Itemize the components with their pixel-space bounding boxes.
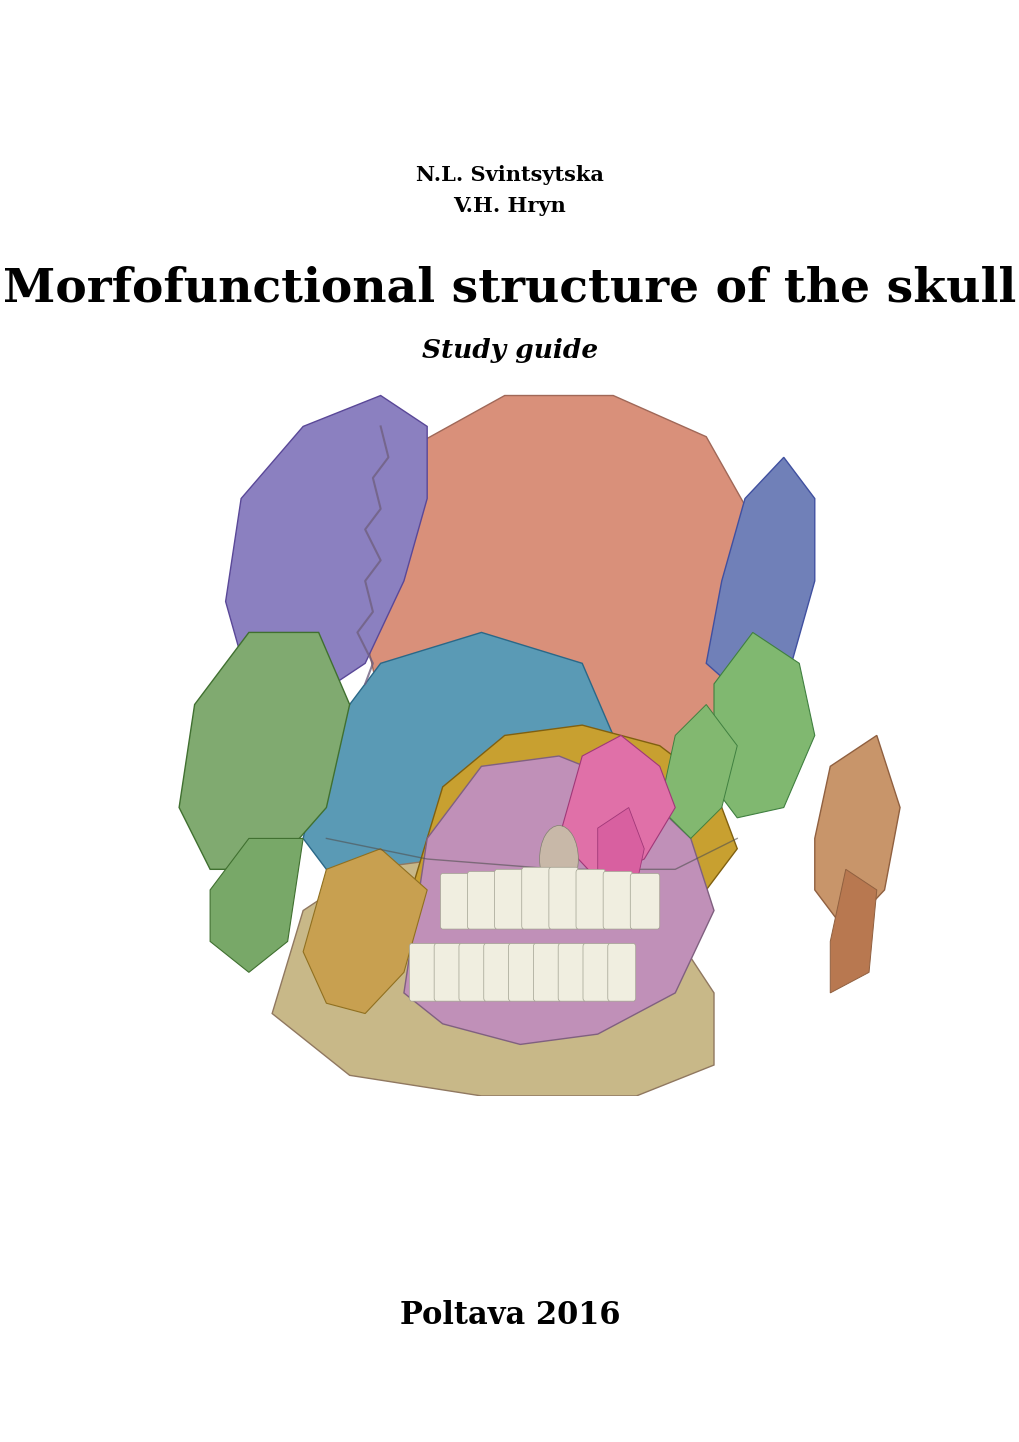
Polygon shape — [404, 756, 713, 1044]
Polygon shape — [272, 859, 713, 1096]
FancyBboxPatch shape — [607, 943, 635, 1001]
Polygon shape — [179, 633, 350, 870]
FancyBboxPatch shape — [494, 870, 524, 929]
Polygon shape — [225, 395, 427, 705]
Polygon shape — [814, 735, 899, 932]
FancyBboxPatch shape — [533, 943, 560, 1001]
FancyBboxPatch shape — [576, 870, 605, 929]
Polygon shape — [458, 766, 690, 900]
Polygon shape — [365, 395, 767, 787]
FancyBboxPatch shape — [483, 943, 512, 1001]
FancyBboxPatch shape — [602, 871, 632, 929]
Text: N.L. Svintsytska
V.H. Hryn: N.L. Svintsytska V.H. Hryn — [416, 164, 603, 216]
FancyBboxPatch shape — [467, 871, 496, 929]
FancyBboxPatch shape — [548, 867, 578, 929]
Polygon shape — [829, 870, 876, 994]
FancyBboxPatch shape — [583, 943, 610, 1001]
FancyBboxPatch shape — [434, 943, 462, 1001]
Text: Morfofunctional structure of the skull: Morfofunctional structure of the skull — [3, 265, 1016, 311]
Polygon shape — [210, 838, 303, 972]
FancyBboxPatch shape — [440, 874, 470, 929]
Polygon shape — [412, 725, 737, 932]
FancyBboxPatch shape — [409, 943, 437, 1001]
Polygon shape — [303, 849, 427, 1014]
Polygon shape — [659, 705, 737, 838]
Polygon shape — [597, 808, 644, 921]
Polygon shape — [705, 457, 814, 705]
Polygon shape — [713, 633, 814, 818]
Polygon shape — [303, 633, 612, 890]
Text: Poltava 2016: Poltava 2016 — [399, 1299, 620, 1331]
FancyBboxPatch shape — [508, 943, 536, 1001]
Ellipse shape — [539, 825, 578, 893]
FancyBboxPatch shape — [522, 867, 550, 929]
FancyBboxPatch shape — [459, 943, 486, 1001]
FancyBboxPatch shape — [630, 874, 659, 929]
Text: Study guide: Study guide — [422, 337, 597, 363]
FancyBboxPatch shape — [557, 943, 586, 1001]
Polygon shape — [558, 735, 675, 880]
